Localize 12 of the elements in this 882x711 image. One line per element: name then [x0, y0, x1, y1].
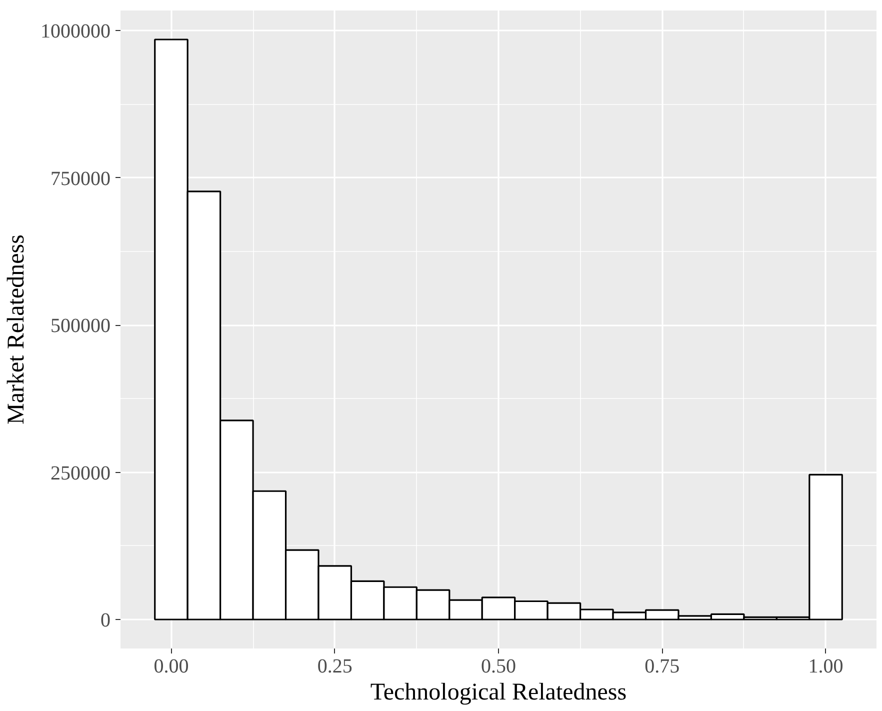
y-tick-label: 250000: [50, 462, 110, 484]
y-tick-label: 1000000: [40, 20, 110, 43]
x-tick-label: 0.75: [644, 656, 680, 678]
x-tick-label: 0.25: [317, 656, 352, 678]
x-tick-label: 1.00: [808, 656, 844, 678]
y-tick-label: 750000: [50, 168, 110, 190]
y-tick-label: 500000: [50, 315, 110, 338]
x-tick-label: 0.50: [481, 656, 516, 678]
y-tick-label: 0: [100, 610, 110, 632]
x-axis-title: Technological Relatedness: [370, 680, 627, 706]
y-axis-title: Market Relatedness: [4, 234, 30, 424]
x-tick-label: 0.00: [154, 656, 189, 678]
